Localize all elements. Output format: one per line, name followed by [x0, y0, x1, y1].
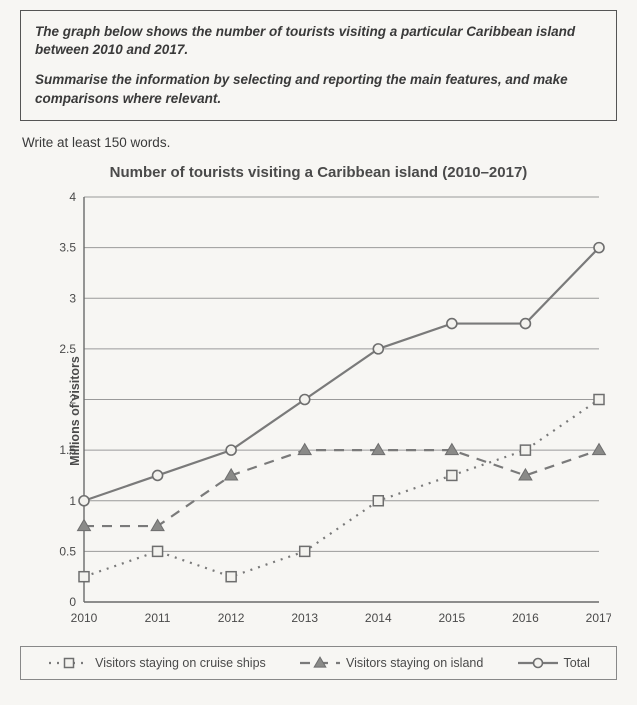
prompt-line-2: Summarise the information by selecting a… — [35, 71, 602, 107]
task-prompt-box: The graph below shows the number of tour… — [20, 10, 617, 121]
legend-item-island: Visitors staying on island — [298, 655, 483, 671]
legend-item-total: Total — [516, 655, 590, 671]
prompt-line-1: The graph below shows the number of tour… — [35, 23, 602, 59]
svg-text:0: 0 — [69, 595, 76, 609]
y-axis-label: Millions of visitors — [68, 357, 82, 467]
svg-text:1: 1 — [69, 494, 76, 508]
svg-text:2015: 2015 — [439, 611, 466, 625]
legend: Visitors staying on cruise ships Visitors… — [20, 646, 617, 680]
svg-text:4: 4 — [69, 190, 76, 204]
svg-text:2012: 2012 — [218, 611, 245, 625]
svg-text:2017: 2017 — [586, 611, 611, 625]
chart-title: Number of tourists visiting a Caribbean … — [20, 164, 617, 181]
svg-text:3.5: 3.5 — [59, 241, 76, 255]
legend-label: Total — [564, 656, 590, 670]
chart-container: Millions of visitors 00.511.522.533.5420… — [26, 189, 611, 634]
svg-text:3: 3 — [69, 291, 76, 305]
svg-text:2014: 2014 — [365, 611, 392, 625]
line-chart-svg: 00.511.522.533.5420102011201220132014201… — [26, 189, 611, 634]
svg-text:0.5: 0.5 — [59, 544, 76, 558]
legend-label: Visitors staying on island — [346, 656, 483, 670]
word-count-instruction: Write at least 150 words. — [22, 135, 617, 150]
svg-text:2.5: 2.5 — [59, 342, 76, 356]
svg-text:2010: 2010 — [71, 611, 98, 625]
legend-item-cruise: Visitors staying on cruise ships — [47, 655, 266, 671]
svg-text:2013: 2013 — [291, 611, 318, 625]
svg-text:2016: 2016 — [512, 611, 539, 625]
legend-label: Visitors staying on cruise ships — [95, 656, 266, 670]
svg-text:2011: 2011 — [145, 611, 171, 625]
